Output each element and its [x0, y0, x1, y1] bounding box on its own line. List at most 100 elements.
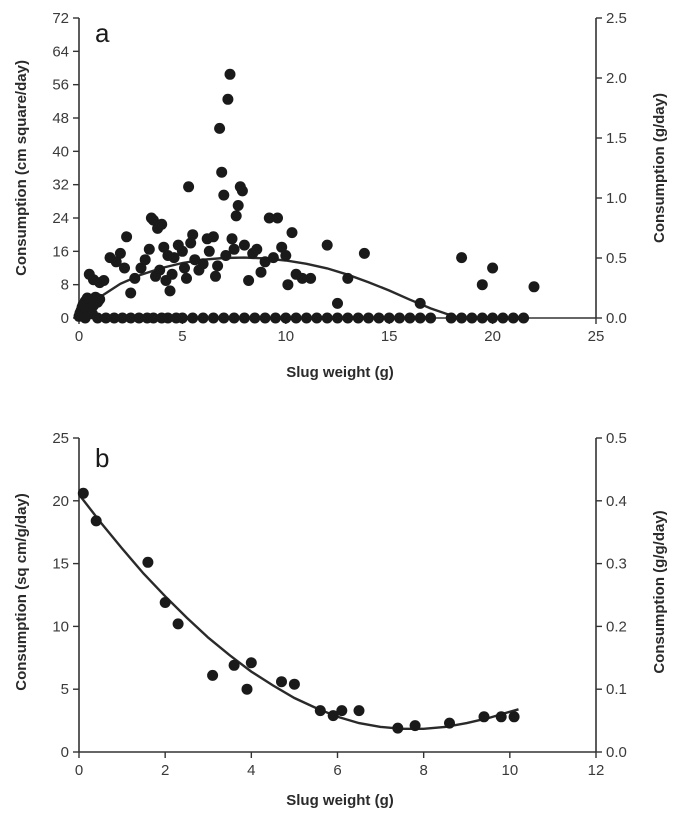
panel-b-y-tick-label: 5 [61, 681, 69, 698]
panel-a-data-point [286, 227, 298, 239]
panel-b-y-tick-label: 10 [52, 618, 69, 635]
panel-b-y2-tick-label: 0.0 [606, 744, 627, 761]
panel-a-data-point [166, 268, 178, 280]
panel-a-data-point [296, 272, 308, 284]
panel-b-data-point [392, 722, 404, 734]
panel-b-y2-tick-label: 0.5 [606, 430, 627, 447]
panel-a-data-point [158, 241, 170, 253]
panel-a-data-point [394, 312, 405, 324]
panel-b-data-point [77, 487, 89, 499]
panel-a-data-point [228, 243, 240, 255]
panel-a-y2-tick-label: 2.0 [606, 70, 627, 87]
panel-a-data-point [222, 93, 234, 105]
panel-a-data-point [197, 258, 209, 270]
panel-a-data-point [236, 185, 248, 197]
panel-a-data-point [98, 275, 110, 286]
panel-a-x-tick-label: 15 [381, 328, 398, 345]
panel-a-data-point [230, 210, 242, 222]
panel-a-data-point [352, 312, 364, 324]
panel-a-x-tick-label: 5 [178, 328, 186, 345]
panel-a-y-axis-title: Consumption (cm square/day) [13, 60, 30, 276]
panel-a-data-point [183, 181, 195, 193]
panel-a-data-point [445, 312, 457, 324]
panel-a-data-point [476, 279, 488, 291]
panel-a-data-point [218, 189, 230, 201]
panel-a-data-point [414, 312, 426, 324]
panel-a-data-point [487, 312, 499, 324]
panel-a-y2-axis-title: Consumption (g/day) [651, 93, 668, 243]
panel-b-x-tick-label: 8 [419, 762, 427, 779]
panel-a-y2-tick-label: 2.5 [606, 10, 627, 27]
panel-b-data-point [172, 618, 184, 630]
panel-a-data-point [181, 272, 192, 284]
panel-b-y2-axis-title: Consumption (g/g/day) [651, 510, 668, 673]
panel-a-y2-tick-label: 0.5 [606, 250, 627, 267]
panel-b-data-point [241, 683, 253, 695]
panel-a-data-point [518, 312, 530, 324]
panel-a-data-point [249, 312, 261, 324]
panel-a-data-point [383, 312, 395, 324]
panel-b-x-tick-label: 10 [501, 762, 518, 779]
panel-b-y-tick-label: 20 [52, 493, 69, 510]
panel-a-y-tick-label: 64 [52, 43, 69, 60]
panel-a-data-point [280, 250, 292, 261]
panel-a-data-point [267, 252, 279, 264]
panel-b-y-tick-label: 0 [61, 744, 69, 761]
panel-a-data-point [220, 250, 232, 261]
panel-a-y-tick-label: 32 [52, 177, 69, 194]
panel-a-data-point [363, 312, 374, 324]
panel-a-data-point [311, 312, 323, 324]
panel-a-data-point [116, 312, 128, 324]
panel-a-data-point [272, 212, 283, 224]
panel-a-data-point [259, 312, 271, 324]
panel-b-x-tick-label: 12 [588, 762, 605, 779]
panel-a-y2-tick-label: 1.5 [606, 130, 627, 147]
panel-a-x-tick-label: 25 [588, 328, 605, 345]
panel-b-data-point [508, 711, 520, 723]
panel-a-data-point [466, 312, 478, 324]
panel-a-data-point [224, 68, 236, 80]
panel-a-y-tick-label: 24 [52, 210, 69, 227]
panel-b-data-point [228, 659, 240, 671]
panel-b-y2-tick-label: 0.2 [606, 618, 627, 635]
panel-b-data-point [142, 556, 154, 568]
panel-a-data-point [156, 218, 168, 230]
panel-b-data-point [288, 678, 300, 690]
panel-a-data-point [92, 312, 104, 324]
panel-a-data-point [214, 122, 226, 134]
panel-a-data-point [342, 312, 354, 324]
panel-a-data-point [259, 256, 271, 268]
panel-b-letter: b [95, 443, 109, 473]
panel-a-data-point [487, 262, 499, 274]
panel-a-data-point [404, 312, 416, 324]
panel-a-data-point [216, 166, 228, 178]
panel-a-data-point [238, 312, 250, 324]
panel-a-data-point [187, 312, 199, 324]
panel-a-data-point [276, 241, 288, 253]
panel-a-data-point [243, 275, 255, 286]
panel-a-data-point [456, 312, 468, 324]
panel-a-y-tick-label: 8 [61, 277, 69, 294]
panel-b-x-axis-title: Slug weight (g) [286, 792, 393, 809]
panel-a-data-point [342, 272, 354, 284]
panel-a-chart: a Consumption (cm square/day) Consumptio… [13, 10, 668, 381]
panel-b-data-point [207, 669, 219, 681]
panel-b-data-point [478, 711, 490, 723]
panel-b-data-point [276, 676, 287, 688]
panel-a-data-point [280, 312, 292, 324]
panel-a-y-tick-label: 40 [52, 143, 69, 160]
panel-a-data-point [210, 270, 221, 282]
panel-a-data-point [497, 312, 509, 324]
panel-a-y-tick-label: 56 [52, 77, 69, 94]
panel-b-x-tick-label: 4 [247, 762, 255, 779]
panel-a-data-point [207, 231, 219, 243]
panel-a-y-tick-label: 0 [61, 310, 69, 327]
panel-b-data-point [353, 705, 365, 717]
panel-a-y-tick-label: 48 [52, 110, 69, 127]
panel-a-data-point [168, 252, 180, 264]
panel-a-data-point [232, 200, 244, 211]
panel-a-data-point [108, 312, 120, 324]
panel-a-data-point [125, 312, 137, 324]
panel-b-x-tick-label: 2 [161, 762, 169, 779]
panel-a-data-point [203, 245, 215, 257]
